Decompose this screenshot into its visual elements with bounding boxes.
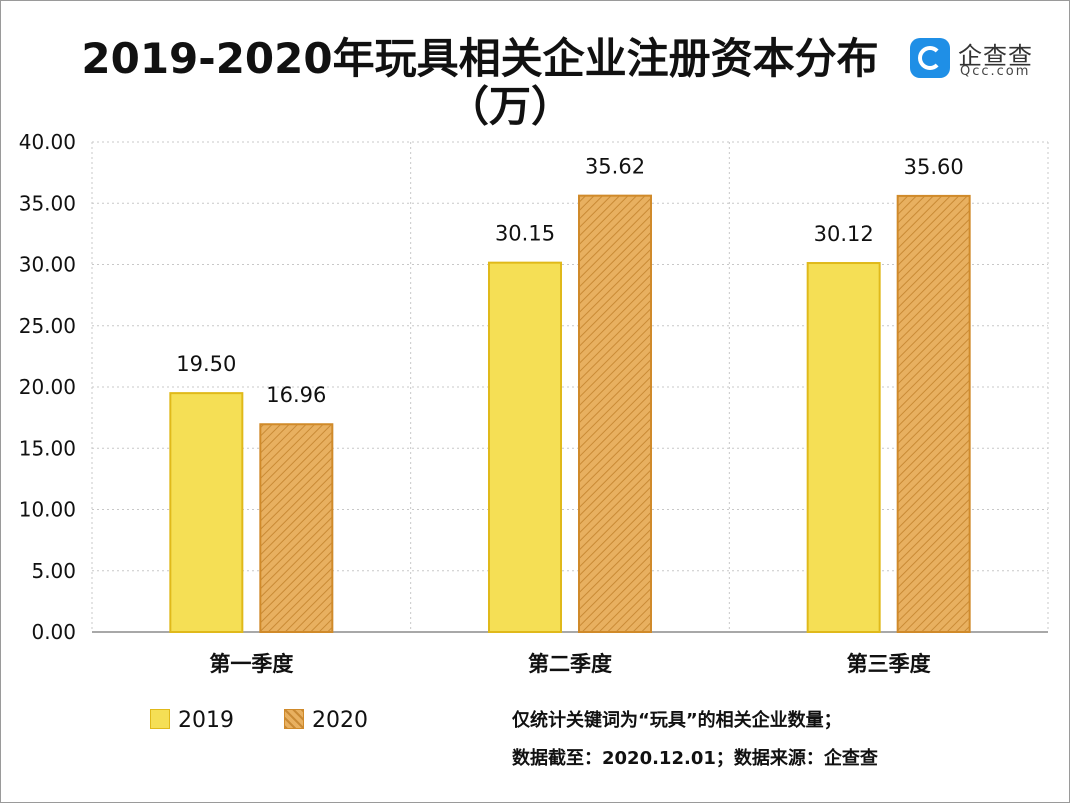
y-tick-label: 25.00	[19, 314, 76, 338]
legend-item-2019: 2019	[150, 708, 234, 738]
y-tick-label: 15.00	[19, 436, 76, 460]
y-tick-label: 40.00	[19, 130, 76, 154]
legend-label-2019: 2019	[178, 708, 234, 733]
bar-2020-1	[259, 423, 334, 633]
y-tick-label: 0.00	[31, 620, 76, 644]
y-tick-label: 10.00	[19, 498, 76, 522]
bar-2019-1	[169, 392, 244, 633]
note-source: 数据截至：2020.12.01；数据来源：企查查	[512, 748, 878, 769]
logo-name: 企查查	[958, 42, 1033, 70]
qcc-logo: 企查查 Qcc.com	[910, 38, 1040, 82]
bar-2020-2	[578, 194, 652, 633]
bar-2020-3	[896, 194, 971, 633]
bar-2019-3	[806, 262, 881, 633]
y-tick-label: 20.00	[19, 375, 76, 399]
data-label-2019-3: 30.12	[814, 222, 874, 246]
note-scope: 仅统计关键词为“玩具”的相关企业数量；	[512, 710, 842, 731]
data-label-2020-1: 16.96	[266, 383, 326, 407]
qcc-logo-icon	[910, 38, 950, 78]
y-tick-label: 35.00	[19, 191, 76, 215]
y-tick-label: 30.00	[19, 253, 76, 277]
data-label-2020-3: 35.60	[904, 155, 964, 179]
data-label-2019-1: 19.50	[176, 352, 236, 376]
chart-title-unit: （万）	[446, 82, 573, 131]
bar-2019-2	[488, 261, 562, 633]
x-category-label: 第二季度	[528, 652, 612, 676]
logo-subtext: Qcc.com	[960, 64, 1031, 79]
legend-item-2020: 2020	[284, 708, 368, 738]
x-category-label: 第三季度	[847, 652, 931, 676]
legend-swatch-2020	[284, 709, 304, 729]
x-category-label: 第一季度	[209, 652, 293, 676]
legend-swatch-2019	[150, 709, 170, 729]
data-label-2019-2: 30.15	[495, 222, 555, 246]
legend-label-2020: 2020	[312, 708, 368, 733]
data-label-2020-2: 35.62	[585, 155, 645, 179]
chart-title: 2019-2020年玩具相关企业注册资本分布	[81, 34, 879, 83]
y-tick-label: 5.00	[31, 559, 76, 583]
